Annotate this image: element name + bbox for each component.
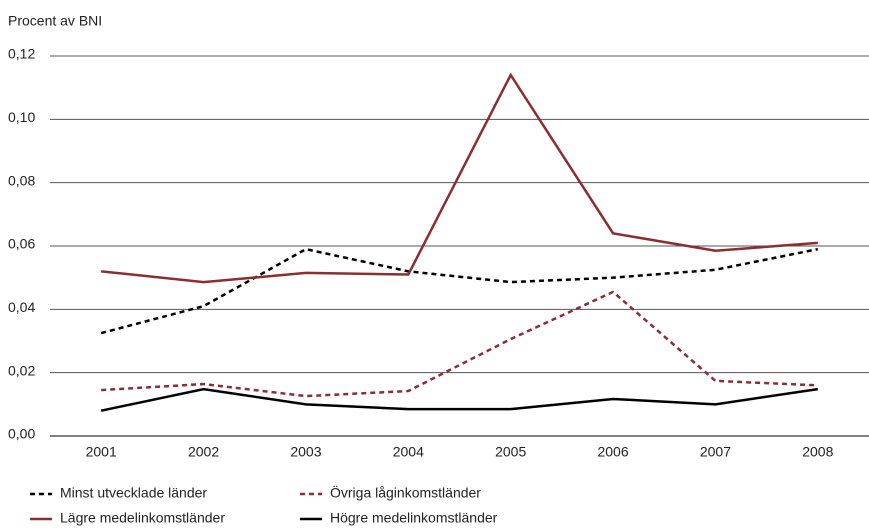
y-tick-label: 0,06 <box>8 236 35 252</box>
x-tick-label: 2007 <box>700 444 731 460</box>
legend-label: Övriga låginkomstländer <box>330 484 481 501</box>
legend-label: Minst utvecklade länder <box>60 485 207 501</box>
y-tick-label: 0,00 <box>8 426 35 442</box>
x-tick-label: 2001 <box>86 444 117 460</box>
legend-label: Högre medelinkomstländer <box>330 510 498 526</box>
x-tick-label: 2008 <box>802 444 833 460</box>
y-tick-label: 0,10 <box>8 109 35 125</box>
x-tick-label: 2002 <box>188 444 219 460</box>
y-tick-label: 0,08 <box>8 172 35 188</box>
x-tick-label: 2006 <box>597 444 628 460</box>
y-tick-label: 0,04 <box>8 299 35 315</box>
y-tick-label: 0,02 <box>8 362 35 378</box>
y-tick-label: 0,12 <box>8 46 35 62</box>
series-line <box>101 72 818 284</box>
series-line <box>100 387 818 412</box>
x-tick-label: 2004 <box>393 444 424 460</box>
x-tick-label: 2005 <box>495 444 526 460</box>
legend-label: Lägre medelinkomstländer <box>60 510 225 526</box>
series-line <box>101 290 818 398</box>
series-line <box>100 247 819 335</box>
y-axis-title: Procent av BNI <box>8 13 102 29</box>
x-tick-label: 2003 <box>290 444 321 460</box>
